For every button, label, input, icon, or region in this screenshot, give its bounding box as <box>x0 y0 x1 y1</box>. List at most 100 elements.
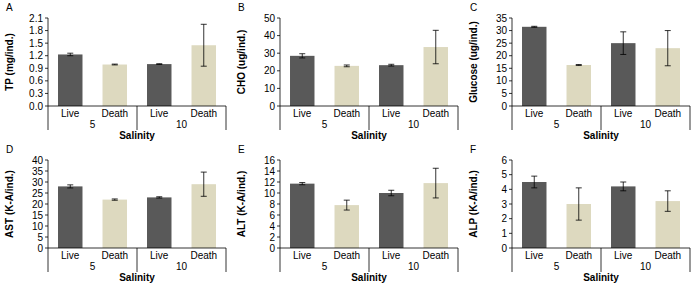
bars <box>522 176 680 248</box>
error-cap <box>67 53 73 54</box>
error-cap <box>531 26 537 27</box>
x-tick-label: Death <box>101 250 128 261</box>
bar <box>379 193 403 248</box>
error-stem <box>435 30 436 63</box>
error-cap <box>112 198 118 199</box>
group-divider <box>280 248 281 272</box>
x-tick-label: Death <box>190 250 217 261</box>
panel-letter: A <box>6 2 13 13</box>
y-axis-label: TP (mg/ind.) <box>4 33 15 91</box>
y-tick-label: 5 <box>501 88 507 99</box>
error-stem <box>203 24 204 66</box>
y-tick-label: 0.3 <box>29 88 43 99</box>
error-cap <box>620 190 626 191</box>
y-axis-label: CHO (ug/ind.) <box>236 30 247 94</box>
y-tick-label: 14 <box>264 166 276 177</box>
error-bar <box>112 199 118 200</box>
y-axis <box>512 18 513 106</box>
error-cap <box>344 64 350 65</box>
y-tick-label: 5 <box>501 169 507 180</box>
group-divider <box>226 106 227 130</box>
group-label: 10 <box>176 119 188 130</box>
y-tick-label: 12 <box>264 177 276 188</box>
bar <box>147 197 171 248</box>
y-tick-label: 2 <box>501 213 507 224</box>
y-tick <box>45 30 48 31</box>
y-axis <box>280 18 281 106</box>
y-tick <box>45 204 48 205</box>
bar <box>567 65 591 106</box>
x-tick-label: Live <box>614 250 633 261</box>
y-tick <box>509 160 512 161</box>
error-bar <box>156 63 162 65</box>
y-tick-label: 6 <box>501 155 507 166</box>
panel: FALP (K-A/ind.)0123456LiveDeathLiveDeath… <box>468 144 690 283</box>
error-cap <box>388 190 394 191</box>
y-tick <box>45 18 48 19</box>
y-tick-label: 40 <box>264 30 276 41</box>
bar <box>103 65 127 106</box>
error-stem <box>203 172 204 196</box>
group-label: 5 <box>554 261 560 272</box>
y-tick <box>509 106 512 107</box>
bar <box>58 54 82 106</box>
y-tick <box>277 171 280 172</box>
y-tick-label: 20 <box>496 50 508 61</box>
x-axis-label: Salinity <box>351 272 387 283</box>
y-tick <box>45 55 48 56</box>
y-tick <box>509 80 512 81</box>
x-tick-label: Live <box>150 108 169 119</box>
error-cap <box>67 184 73 185</box>
error-stem <box>578 188 579 220</box>
group-divider <box>690 248 691 272</box>
bar <box>103 200 127 248</box>
error-cap <box>201 66 207 67</box>
group-divider <box>601 106 602 130</box>
x-tick-label: Death <box>333 108 360 119</box>
y-tick-label: 8 <box>269 199 275 210</box>
error-bar <box>433 30 439 63</box>
error-bar <box>576 65 582 66</box>
y-tick <box>45 160 48 161</box>
bar <box>611 186 635 248</box>
group-divider <box>512 106 513 130</box>
error-bar <box>531 176 537 188</box>
y-axis-label: AST (K-A/ind.) <box>4 170 15 238</box>
y-tick <box>277 88 280 89</box>
x-axis-label: Salinity <box>583 272 619 283</box>
y-tick <box>509 204 512 205</box>
y-axis <box>48 160 49 248</box>
error-cap <box>67 187 73 188</box>
x-tick-label: Live <box>614 108 633 119</box>
bars <box>522 26 680 106</box>
error-bar <box>344 65 350 67</box>
y-tick-label: 15 <box>496 63 508 74</box>
y-tick <box>45 43 48 44</box>
bar <box>147 64 171 106</box>
y-tick <box>509 174 512 175</box>
bar <box>290 184 314 248</box>
y-tick <box>277 106 280 107</box>
error-stem <box>667 191 668 212</box>
y-tick-label: 30 <box>32 177 44 188</box>
y-tick-label: 4 <box>501 184 507 195</box>
group-divider <box>48 106 49 130</box>
panel: EALT (K-A/ind.)0246810121416LiveDeathLiv… <box>236 144 458 283</box>
y-tick <box>509 248 512 249</box>
panel: ATP (mg/ind.)0.00.30.60.91.21.51.82.1Liv… <box>4 2 226 141</box>
x-tick-label: Live <box>382 108 401 119</box>
error-stem <box>70 185 71 188</box>
error-cap <box>299 184 305 185</box>
group-divider <box>601 248 602 272</box>
x-tick-label: Live <box>525 250 544 261</box>
y-tick-label: 0 <box>37 243 43 254</box>
y-tick-label: 30 <box>264 48 276 59</box>
group-divider <box>137 106 138 130</box>
error-bar <box>201 24 207 66</box>
error-cap <box>620 31 626 32</box>
y-tick <box>277 248 280 249</box>
error-bar <box>299 183 305 185</box>
y-tick <box>277 182 280 183</box>
y-tick <box>45 237 48 238</box>
figure: ATP (mg/ind.)0.00.30.60.91.21.51.82.1Liv… <box>0 0 697 285</box>
